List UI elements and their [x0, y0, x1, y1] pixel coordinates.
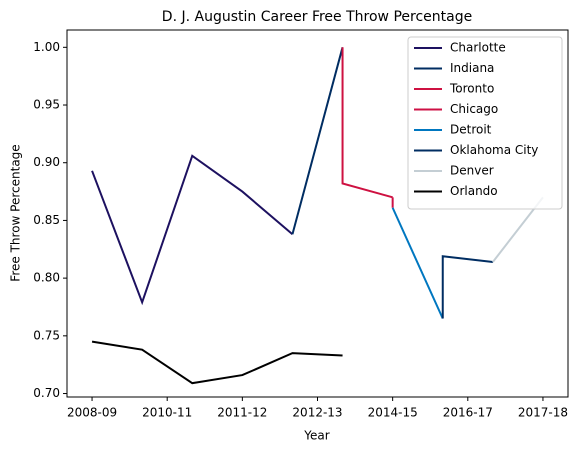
y-tick-label: 0.70: [33, 386, 60, 400]
series-line: [91, 154, 294, 306]
series-line: [391, 207, 444, 319]
y-axis-label: Free Throw Percentage: [9, 144, 23, 281]
series-line: [91, 340, 343, 385]
legend-label: Denver: [450, 164, 494, 178]
y-tick-label: 1.00: [33, 40, 60, 54]
x-tick-label: 2012-13: [292, 406, 342, 420]
x-tick-label: 2008-09: [67, 406, 117, 420]
y-tick-label: 0.85: [33, 213, 60, 227]
legend-label: Detroit: [450, 123, 492, 137]
y-tick-label: 0.80: [33, 271, 60, 285]
legend-label: Charlotte: [450, 41, 506, 55]
series-line: [291, 47, 344, 235]
x-tick-label: 2011-12: [217, 406, 267, 420]
x-tick-label: 2017-18: [518, 406, 568, 420]
y-tick-label: 0.95: [33, 98, 60, 112]
legend-label: Oklahoma City: [450, 143, 538, 157]
legend-label: Indiana: [450, 61, 494, 75]
legend-label: Toronto: [449, 82, 494, 96]
x-tick-label: 2010-11: [142, 406, 192, 420]
x-tick-label: 2014-15: [368, 406, 418, 420]
x-axis-label: Year: [303, 429, 329, 443]
legend-label: Chicago: [450, 102, 498, 116]
y-tick-label: 0.90: [33, 155, 60, 169]
chart-title: D. J. Augustin Career Free Throw Percent…: [162, 9, 472, 25]
y-tick-label: 0.75: [33, 328, 60, 342]
series-line: [341, 47, 393, 199]
legend-label: Orlando: [450, 184, 498, 198]
x-tick-label: 2016-17: [443, 406, 493, 420]
series-line: [441, 255, 493, 319]
legend-box: [407, 36, 563, 210]
